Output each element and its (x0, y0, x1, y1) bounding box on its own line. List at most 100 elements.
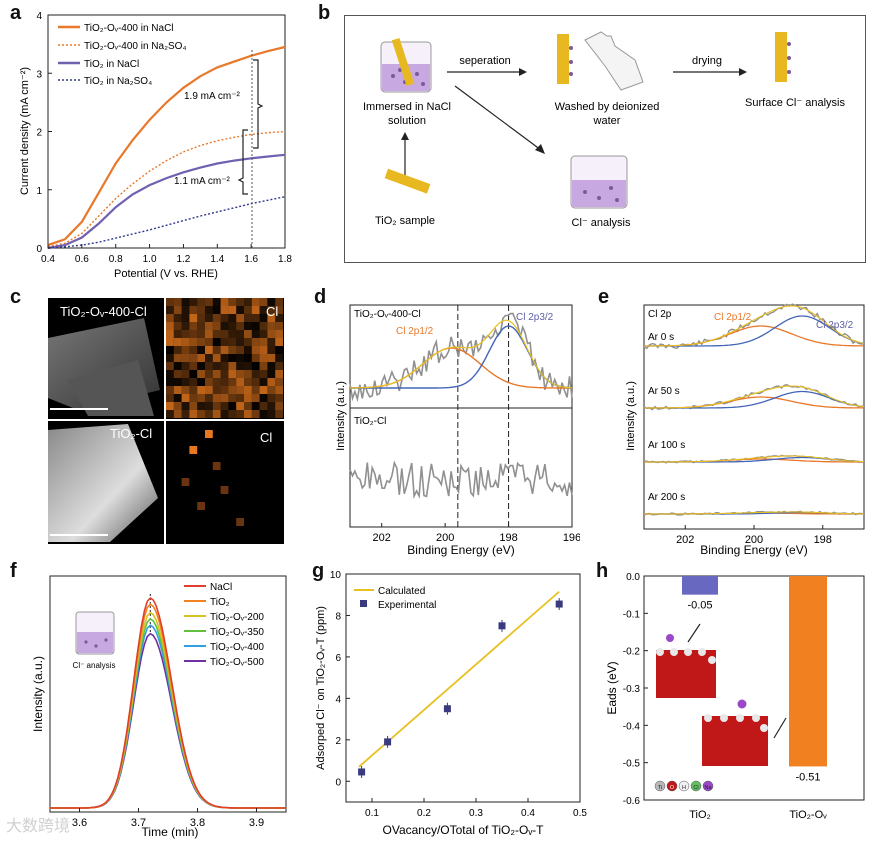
cl-map-pixel (244, 362, 252, 370)
label-c-top: TiO₂-Oᵥ-400-Cl (60, 304, 147, 319)
cl-map-pixel (189, 386, 198, 394)
cl-map-pixel (166, 322, 174, 330)
chart-g-fit-line (358, 590, 560, 768)
cl-map-pixel (275, 354, 283, 362)
arrow-h-1 (687, 623, 701, 643)
cl-map-pixel (259, 410, 268, 418)
cl-map-pixel (181, 402, 190, 410)
cl-map-pixel (236, 410, 244, 418)
chart-g-point (384, 738, 392, 746)
cl-map-pixel (228, 402, 236, 410)
cl-map-pixel (244, 338, 252, 346)
cl-map-pixel (236, 322, 244, 330)
cl-map-pixel (228, 386, 237, 394)
chart-h-ytick: -0.3 (623, 684, 641, 695)
cl-map-pixel (251, 394, 260, 402)
cl-map-pixel (181, 322, 190, 330)
cl-map-pixel (173, 346, 182, 354)
cl-map-pixel (236, 298, 244, 306)
cl-map-pixel (275, 338, 283, 346)
cl-map-pixel (205, 402, 213, 410)
cl-map-pixel (259, 354, 268, 362)
cl-map-pixel (181, 338, 190, 346)
cl-map-pixel (236, 378, 244, 386)
chart-h-bar-2 (789, 576, 827, 767)
chart-e-fit-sum (644, 305, 865, 347)
cl-map-pixel (166, 306, 174, 314)
cl-map-pixel (181, 370, 190, 378)
cl-map-pixel (275, 378, 283, 386)
cl-map-pixel (244, 378, 252, 386)
chart-a-legend-3: TiO₂ in NaCl (84, 59, 139, 70)
cl-map-pixel (259, 322, 268, 330)
cl-map-pixel (197, 354, 205, 362)
chart-f: NaCl TiO₂ TiO₂-Oᵥ-200 TiO₂-Oᵥ-350 TiO₂-Oᵥ-40… (31, 575, 287, 839)
cl-map-pixel (213, 338, 221, 346)
cl-map-pixel (259, 402, 268, 410)
watermark: 大数跨境 (6, 816, 71, 835)
chart-a-series-2 (47, 130, 286, 248)
cl-map-pixel (205, 306, 213, 314)
cl-map-pixel (236, 346, 244, 354)
cl-map-pixel (189, 394, 198, 402)
chart-g-point (555, 600, 563, 608)
panel-letter-a: a (10, 2, 22, 24)
cl-map-pixel (228, 410, 237, 418)
chart-a-legend-1: TiO₂-Oᵥ-400 in NaCl (84, 23, 174, 34)
chart-a-bracket-nacl (253, 59, 264, 149)
chart-a-series-3 (47, 153, 286, 250)
cl-map-pixel (244, 386, 252, 394)
chart-a-xtick: 0.4 (41, 254, 55, 265)
chart-a-annotation-2: 1.1 mA cm⁻² (174, 176, 231, 187)
chart-a-ylabel: Current density (mA cm⁻²) (19, 67, 31, 195)
cl-map-pixel (244, 394, 252, 402)
panel-letter-e: e (598, 286, 610, 308)
cl-map-pixel (267, 394, 276, 402)
cl-map-pixel (166, 298, 174, 306)
cl-map-pixel (236, 338, 244, 346)
cl-map-pixel (189, 338, 198, 346)
cl-map-pixel (251, 298, 260, 306)
cl-map-pixel (220, 386, 229, 394)
cl-map-pixel (275, 322, 283, 330)
chart-f-legend-label: NaCl (210, 582, 232, 593)
chart-e-fit-sum (644, 385, 865, 409)
cl-map-pixel (244, 370, 252, 378)
label-sample: TiO₂ sample (375, 215, 435, 227)
cl-map-pixel (220, 486, 229, 494)
cl-map-pixel (244, 330, 252, 338)
chart-e-trace-label: Ar 50 s (648, 386, 680, 397)
cl-map-pixel (236, 518, 244, 526)
label-c-top-map: Cl (266, 304, 279, 319)
chart-a-xtick: 1.8 (278, 254, 292, 265)
chart-g-xtick: 0.4 (521, 808, 535, 819)
cl-map-pixel (212, 354, 221, 362)
cl-map-pixel (259, 338, 268, 346)
cl-map-pixel (197, 394, 205, 402)
cl-map-pixel (244, 314, 252, 322)
chart-d-p12: Cl 2p1/2 (396, 326, 434, 337)
label-washed-1: Washed by deionized (555, 101, 660, 113)
cl-map-pixel (220, 378, 229, 386)
chart-g-ytick: 10 (330, 570, 342, 581)
cl-map-pixel (267, 314, 276, 322)
cl-map-pixel (189, 330, 198, 338)
cl-map-pixel (259, 370, 268, 378)
chart-h-bar-1 (682, 576, 718, 595)
cl-map-pixel (212, 322, 221, 330)
cl-map-pixel (275, 386, 283, 394)
chart-f-ylabel: Intensity (a.u.) (31, 656, 45, 732)
cl-map-pixel (220, 370, 229, 378)
chart-a-xtick: 0.6 (75, 254, 89, 265)
chart-d-fit-sum (350, 319, 573, 389)
cl-map-pixel (173, 402, 182, 410)
cl-map-pixel (205, 386, 213, 394)
cl-map-pixel (197, 346, 205, 354)
chart-a-ytick: 1 (36, 186, 42, 197)
cl-map-pixel (189, 370, 197, 378)
chart-f-series (50, 596, 286, 809)
cl-map-pixel (267, 386, 276, 394)
beaker-inset-icon (75, 611, 115, 655)
cl-map-pixel (181, 354, 190, 362)
cl-map-pixel (275, 306, 283, 314)
